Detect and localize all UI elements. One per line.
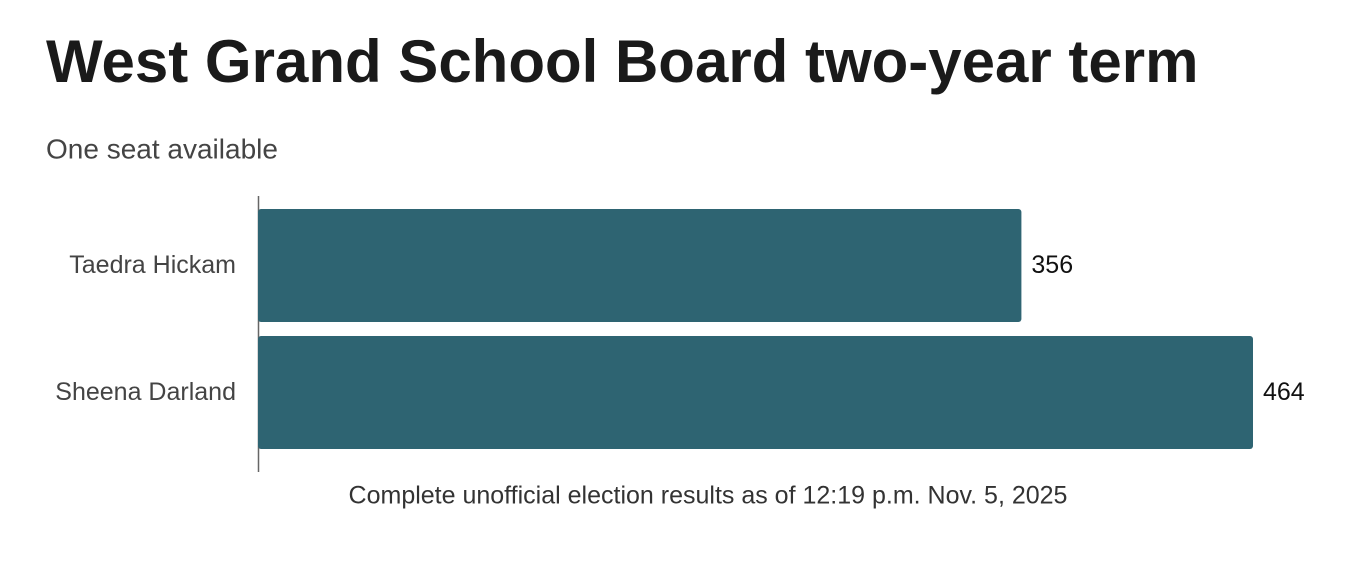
category-label: Taedra Hickam (69, 251, 236, 279)
value-label: 464 (1263, 378, 1305, 406)
bar (258, 209, 1022, 322)
chart-title: West Grand School Board two-year term (46, 28, 1198, 95)
chart-note: Complete unofficial election results as … (349, 482, 1068, 510)
bar (258, 336, 1253, 449)
value-label: 356 (1031, 251, 1073, 279)
chart-subtitle: One seat available (46, 133, 278, 164)
category-label: Sheena Darland (55, 378, 236, 406)
